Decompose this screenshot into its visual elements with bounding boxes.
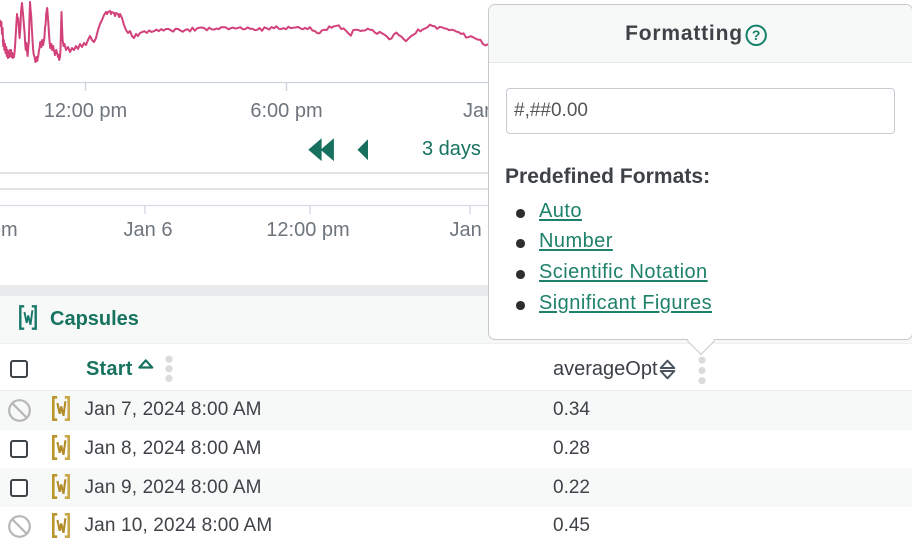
svg-text:?: ? — [752, 27, 761, 43]
